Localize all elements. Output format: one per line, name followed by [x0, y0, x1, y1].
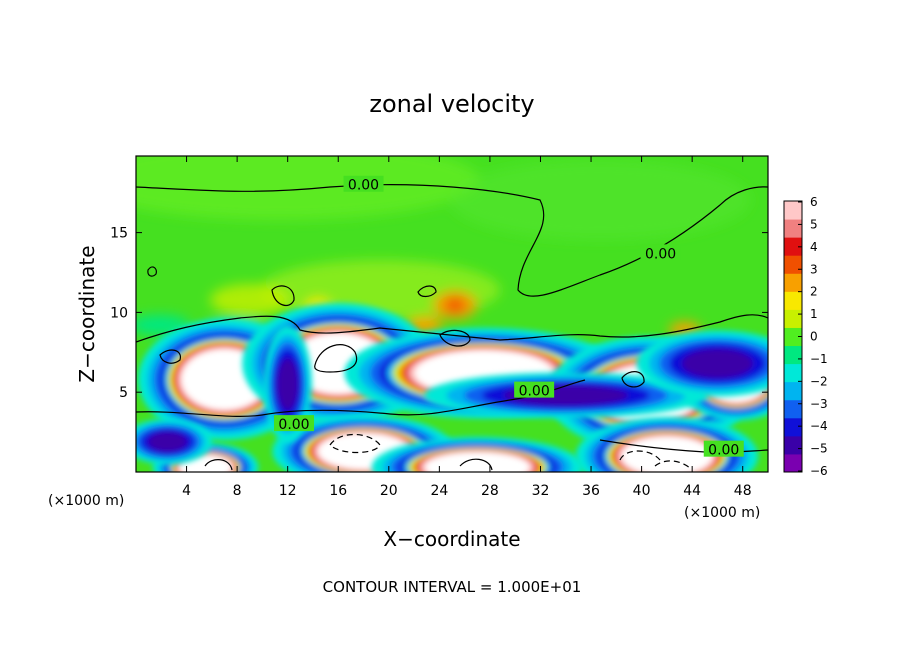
chart-title: zonal velocity: [369, 90, 534, 118]
x-tick-label: 24: [430, 483, 448, 499]
colorbar-segment: [784, 381, 802, 401]
contour-label: 0.00: [278, 417, 309, 433]
x-tick-label: 36: [582, 483, 600, 499]
colorbar-tick-label: −3: [810, 397, 828, 411]
colorbar-tick-label: 6: [810, 195, 818, 209]
contour-interval-text: CONTOUR INTERVAL = 1.000E+01: [323, 578, 582, 596]
contour-lines: [136, 184, 768, 471]
colorbar-segment: [784, 363, 802, 383]
y-tick-label: 15: [110, 226, 128, 242]
x-tick-label: 44: [683, 483, 701, 499]
contour-mid-band: [136, 314, 768, 343]
colorbar-tick-label: −2: [810, 374, 828, 388]
contour-label-bg: [343, 175, 384, 192]
contour-top: [136, 184, 768, 297]
x-tick-label: 20: [380, 483, 398, 499]
contour-blob-6: [314, 344, 358, 373]
field-ring: [425, 452, 529, 472]
contour-label-bg: [274, 415, 314, 432]
plot-frame: [135, 155, 769, 473]
colorbar-tick-label: 3: [810, 262, 818, 276]
contour-label: 0.00: [645, 246, 676, 262]
contour-dashed-2: [619, 450, 661, 461]
colorbar-tick-label: 0: [810, 330, 818, 344]
contour-blob-9: [459, 458, 493, 471]
x-axis-title: X−coordinate: [383, 527, 520, 551]
contour-blob-2: [439, 329, 471, 347]
colorbar-segment: [784, 327, 802, 347]
x-tick-label: 28: [481, 483, 499, 499]
colorbar-tick-label: −5: [810, 442, 828, 456]
field-ring: [148, 431, 188, 452]
colorbar-tick-label: 2: [810, 285, 818, 299]
colorbar-tick-label: 5: [810, 217, 818, 231]
contour-blob-8: [204, 459, 233, 471]
colorbar-tick-label: −4: [810, 419, 828, 433]
field-feature-saturated_positive: [371, 436, 583, 472]
contour-label: 0.00: [519, 384, 550, 400]
contour-dashed-3: [654, 460, 691, 469]
colorbar-segment: [784, 237, 802, 256]
contour-label-bg: [514, 381, 555, 398]
x-tick-label: 48: [734, 483, 752, 499]
colorbar-segment: [784, 201, 802, 220]
contour-blob-5: [417, 285, 437, 298]
contour-label: 0.00: [708, 443, 739, 459]
contour-blob-1: [271, 285, 295, 307]
field-ring: [682, 348, 753, 378]
x-tick-label: 4: [182, 483, 191, 499]
x-tick-label: 12: [279, 483, 297, 499]
colorbar-segment: [784, 273, 802, 292]
x-tick-label: 16: [329, 483, 347, 499]
y-tick-label: 5: [119, 385, 128, 401]
colorbar-segment: [784, 417, 802, 437]
x-units-right: (×1000 m): [684, 505, 760, 521]
contour-label: 0.00: [348, 178, 379, 194]
field-feature-strong_negative: [636, 330, 768, 397]
colorbar-segment: [784, 453, 802, 473]
y-tick-label: 10: [110, 305, 128, 321]
colorbar-segment: [784, 435, 802, 455]
colorbar-tick-label: 4: [810, 240, 818, 254]
field-ring: [277, 358, 299, 410]
x-units-left: (×1000 m): [48, 493, 124, 509]
contour-blob-7: [621, 371, 645, 388]
x-tick-label: 40: [633, 483, 651, 499]
colorbar-segment: [784, 399, 802, 419]
colorbar-segment: [784, 345, 802, 365]
y-axis-title: Z−coordinate: [75, 245, 99, 382]
colorbar-tick-label: 1: [810, 307, 818, 321]
colorbar-segment: [784, 309, 802, 328]
field-feature-strong_negative: [136, 418, 213, 465]
contour-label-bg: [703, 440, 744, 457]
contour-dashed-1: [329, 433, 381, 454]
colorbar-tick-label: −6: [810, 464, 828, 478]
contour-bottom: [599, 439, 768, 453]
colorbar-segment: [784, 291, 802, 310]
colorbar: 6 5 4 3 2 1 0 −1 −2 −3 −4 −5 −6: [783, 195, 828, 478]
colorbar-tick-label: −1: [810, 352, 828, 366]
x-tick-label: 32: [532, 483, 550, 499]
contour-label-bg: [640, 244, 681, 261]
colorbar-segment: [784, 255, 802, 274]
field-feature-strong_negative: [263, 325, 312, 443]
colorbar-segment: [784, 219, 802, 238]
contour-lower: [136, 379, 586, 417]
plot-area: 0.00 0.00 0.00 0.00 0.00: [136, 156, 768, 472]
field-ring: [622, 436, 712, 472]
contour-blob-3: [159, 349, 182, 364]
x-tick-label: 8: [233, 483, 242, 499]
contour-blob-4: [147, 266, 157, 277]
